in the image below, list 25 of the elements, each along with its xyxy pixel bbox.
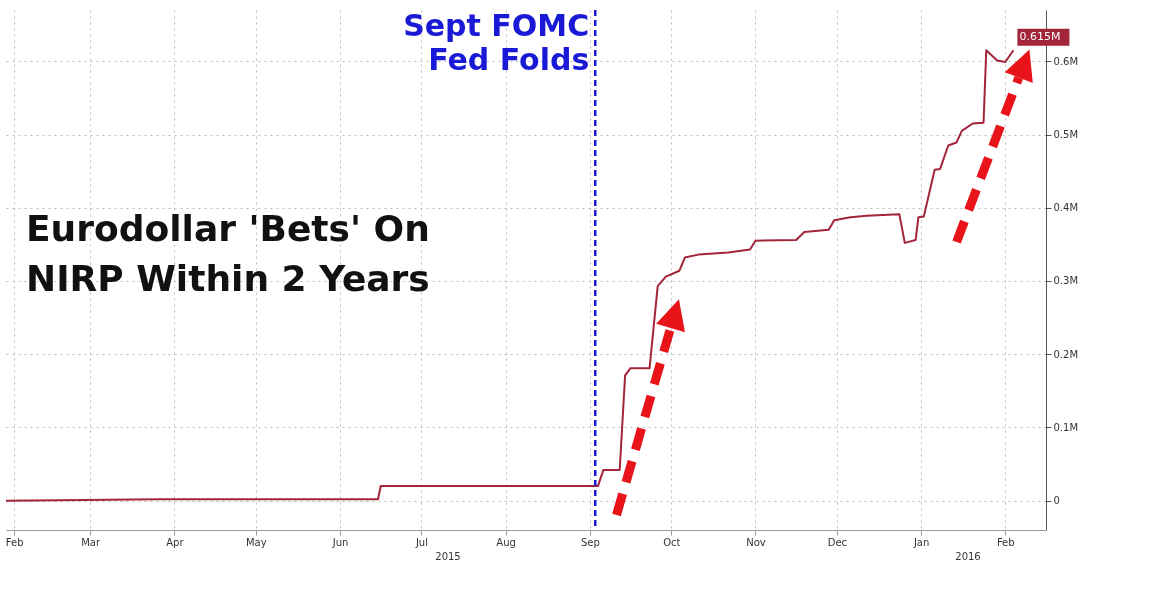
x-tick-label: Feb <box>5 536 24 548</box>
x-tick-label: Mar <box>81 536 101 548</box>
y-tick-label: 0.1M <box>1053 421 1079 433</box>
x-tick-label: Jun <box>331 536 349 548</box>
x-tick-label: Nov <box>746 536 766 548</box>
x-tick-label: Sep <box>580 536 600 548</box>
x-tick-label: Aug <box>496 536 516 548</box>
x-tick-label: May <box>245 536 267 548</box>
y-tick-label: 0.4M <box>1053 202 1079 214</box>
x-tick-label: Jul <box>414 536 428 548</box>
y-tick-label: 0.3M <box>1053 275 1079 287</box>
y-tick-label: 0.2M <box>1053 348 1079 360</box>
x-tick-label: Dec <box>827 536 848 548</box>
x-tick-label: Feb <box>996 536 1015 548</box>
text: Eurodollar 'Bets' On NIRP Within 2 Years <box>26 207 430 299</box>
x-tick-label: Oct <box>663 536 681 548</box>
ref-line-label: Sept FOMC Fed Folds <box>403 8 590 77</box>
x-tick-label: Apr <box>166 536 185 548</box>
x-tick-label: Jan <box>912 536 930 548</box>
text: 2016 <box>955 551 981 562</box>
data-label: 0.615M <box>1019 30 1061 44</box>
y-tick-label: 0 <box>1053 495 1060 507</box>
y-tick-label: 0.6M <box>1053 55 1079 67</box>
y-tick-label: 0.5M <box>1053 129 1079 141</box>
text: 2015 <box>435 551 461 562</box>
